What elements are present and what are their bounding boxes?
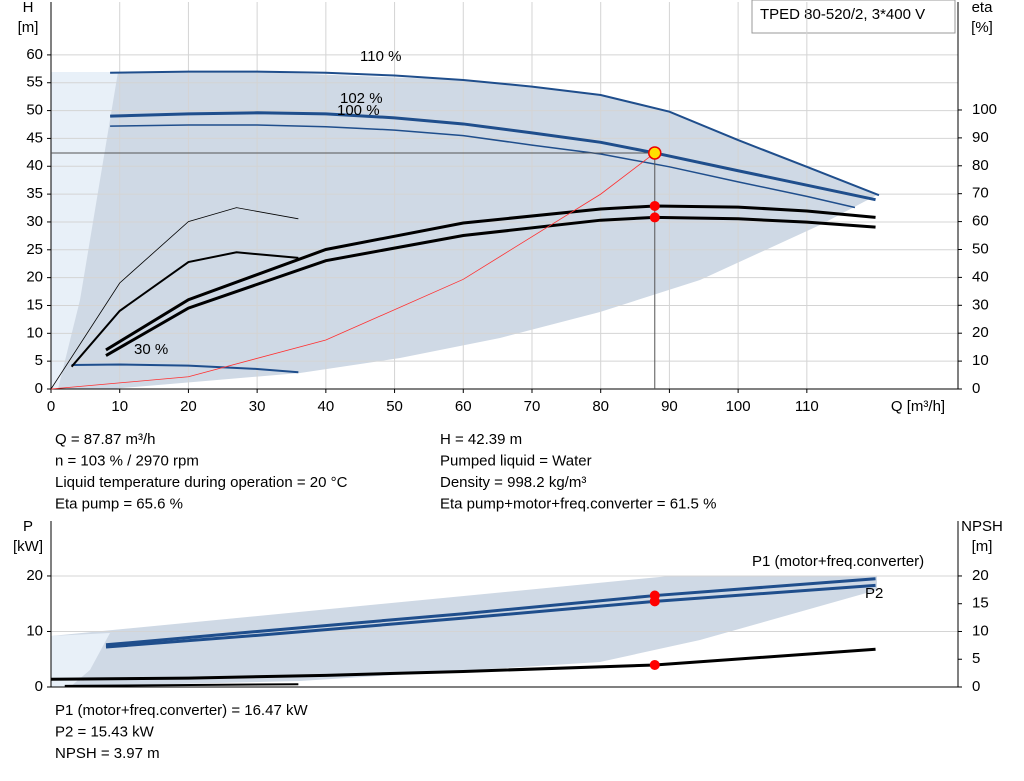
y2-tick-label: 20 (972, 567, 989, 584)
y-tick-label: 30 (26, 213, 43, 230)
y2-tick-label: 90 (972, 129, 989, 146)
operating-point (649, 212, 660, 223)
y2-tick-label: 10 (972, 352, 989, 369)
chart-title: TPED 80-520/2, 3*400 V (760, 6, 925, 23)
y-axis-label: [kW] (13, 538, 43, 555)
curve-label: 100 % (337, 102, 380, 119)
curve (105, 577, 876, 647)
x-tick-label: 30 (249, 398, 266, 415)
info-text: Eta pump = 65.6 % (55, 495, 183, 512)
y2-tick-label: 15 (972, 595, 989, 612)
y2-axis-label: [%] (971, 19, 993, 36)
operating-point (649, 596, 660, 607)
y2-tick-label: 40 (972, 268, 989, 285)
y2-tick-label: 10 (972, 622, 989, 639)
info-text: P2 = 15.43 kW (55, 723, 155, 740)
y-tick-label: 0 (35, 678, 43, 695)
curve (105, 204, 876, 352)
curve-label: P1 (motor+freq.converter) (752, 553, 924, 570)
info-text: Eta pump+motor+freq.converter = 61.5 % (440, 495, 716, 512)
y-tick-label: 50 (26, 102, 43, 119)
info-text: H = 42.39 m (440, 431, 522, 448)
y-tick-label: 55 (26, 74, 43, 91)
curve (50, 152, 656, 390)
x-tick-label: 60 (455, 398, 472, 415)
y-tick-label: 5 (35, 352, 43, 369)
range-area (51, 72, 877, 389)
y-tick-label: 10 (26, 324, 43, 341)
curve (50, 207, 299, 390)
x-tick-label: 0 (47, 398, 55, 415)
info-text: P1 (motor+freq.converter) = 16.47 kW (55, 702, 308, 719)
title-box (751, 0, 956, 34)
x-tick-label: 50 (386, 398, 403, 415)
operating-point (649, 200, 660, 211)
y-tick-label: 10 (26, 622, 43, 639)
y-axis-label: P (23, 518, 33, 535)
curve (64, 683, 299, 687)
y2-axis-label: NPSH (961, 518, 1003, 535)
y-axis-label: [m] (18, 19, 39, 36)
curve (110, 111, 876, 202)
y2-tick-label: 70 (972, 185, 989, 202)
y2-tick-label: 100 (972, 101, 997, 118)
x-tick-label: 80 (592, 398, 609, 415)
y-tick-label: 20 (26, 269, 43, 286)
y-tick-label: 45 (26, 129, 43, 146)
y-axis-label: H (23, 0, 34, 16)
y2-tick-label: 20 (972, 324, 989, 341)
x-tick-label: 70 (524, 398, 541, 415)
x-tick-label: 110 (795, 398, 819, 415)
y-tick-label: 15 (26, 296, 43, 313)
y-tick-label: 35 (26, 185, 43, 202)
curve (105, 583, 876, 649)
y2-tick-label: 80 (972, 157, 989, 174)
curve-label: 110 % (360, 48, 401, 65)
y2-tick-label: 0 (972, 380, 980, 397)
curve (71, 363, 299, 374)
y2-tick-label: 5 (972, 650, 980, 667)
curve (105, 215, 876, 357)
x-tick-label: 100 (726, 398, 751, 415)
x-axis-label: Q [m³/h] (891, 398, 945, 415)
y2-tick-label: 30 (972, 296, 989, 313)
power-range-light (51, 633, 110, 687)
y-tick-label: 60 (26, 46, 43, 63)
y2-axis-label: eta (972, 0, 994, 16)
curve (110, 124, 856, 209)
curve-label: 102 % (340, 90, 383, 107)
info-text: Pumped liquid = Water (440, 452, 592, 469)
operating-point (648, 146, 662, 160)
y2-tick-label: 50 (972, 240, 989, 257)
info-text: Liquid temperature during operation = 20… (55, 474, 348, 491)
operating-point (649, 659, 660, 670)
curve-label: P2 (865, 585, 883, 602)
curve (50, 647, 876, 681)
x-tick-label: 10 (111, 398, 128, 415)
curve-label: 30 % (134, 341, 168, 358)
y-tick-label: 40 (26, 157, 43, 174)
x-tick-label: 20 (180, 398, 197, 415)
curve (110, 70, 880, 197)
range-area-light (51, 72, 118, 389)
y2-tick-label: 60 (972, 213, 989, 230)
y-tick-label: 0 (35, 380, 43, 397)
info-text: Q = 87.87 m³/h (55, 431, 155, 448)
y-tick-label: 25 (26, 241, 43, 258)
curve (70, 251, 299, 368)
x-tick-label: 90 (661, 398, 678, 415)
info-text: NPSH = 3.97 m (55, 745, 160, 762)
info-text: n = 103 % / 2970 rpm (55, 452, 199, 469)
y2-tick-label: 0 (972, 678, 980, 695)
x-tick-label: 40 (318, 398, 335, 415)
y2-axis-label: [m] (972, 538, 993, 555)
info-text: Density = 998.2 kg/m³ (440, 474, 586, 491)
y-tick-label: 20 (26, 567, 43, 584)
